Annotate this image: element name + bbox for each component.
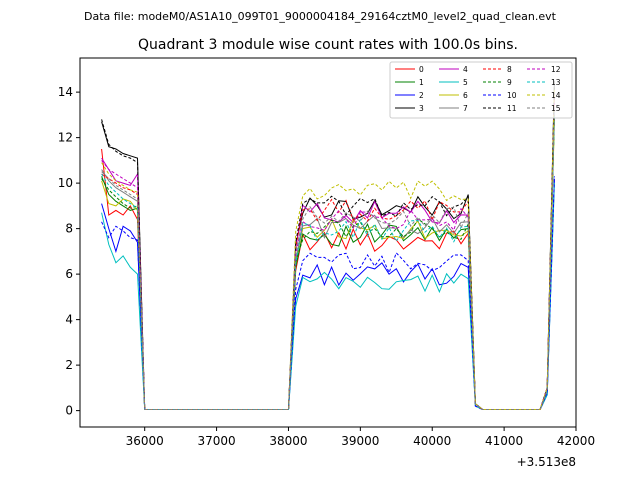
series-line-1 bbox=[101, 114, 555, 410]
x-offset-label: +3.513e8 bbox=[517, 455, 576, 469]
x-tick-label: 42000 bbox=[557, 434, 595, 448]
legend-label-4: 4 bbox=[463, 65, 468, 74]
x-tick-label: 36000 bbox=[126, 434, 164, 448]
legend-frame bbox=[389, 61, 573, 119]
series-line-4 bbox=[101, 96, 555, 410]
chart-suptitle: Data file: modeM0/AS1A10_099T01_90000041… bbox=[84, 10, 557, 23]
legend-label-13: 13 bbox=[551, 78, 561, 87]
series-line-6 bbox=[101, 119, 555, 410]
series-line-5 bbox=[101, 183, 555, 410]
series-line-15 bbox=[101, 105, 555, 410]
y-tick-label: 2 bbox=[65, 358, 73, 372]
y-tick-label: 8 bbox=[65, 222, 73, 236]
y-tick-label: 12 bbox=[58, 131, 73, 145]
x-tick-label: 39000 bbox=[341, 434, 379, 448]
series-line-9 bbox=[101, 114, 555, 410]
series-line-8 bbox=[101, 92, 555, 410]
legend-label-1: 1 bbox=[419, 78, 424, 87]
series-line-2 bbox=[101, 178, 555, 410]
legend-label-14: 14 bbox=[551, 91, 561, 100]
legend-label-5: 5 bbox=[463, 78, 468, 87]
legend-label-2: 2 bbox=[419, 91, 424, 100]
legend-label-3: 3 bbox=[419, 104, 424, 113]
legend-label-9: 9 bbox=[507, 78, 512, 87]
y-tick-label: 4 bbox=[65, 313, 73, 327]
y-tick-label: 6 bbox=[65, 267, 73, 281]
series-layer bbox=[101, 80, 555, 410]
legend-label-15: 15 bbox=[551, 104, 561, 113]
x-tick-label: 41000 bbox=[485, 434, 523, 448]
x-tick-label: 37000 bbox=[197, 434, 235, 448]
y-tick-label: 0 bbox=[65, 404, 73, 418]
legend-label-8: 8 bbox=[507, 65, 512, 74]
series-line-12 bbox=[101, 101, 555, 410]
x-tick-label: 38000 bbox=[269, 434, 307, 448]
series-line-3 bbox=[101, 80, 555, 410]
series-line-0 bbox=[101, 103, 555, 410]
legend-label-12: 12 bbox=[551, 65, 561, 74]
x-tick-label: 40000 bbox=[413, 434, 451, 448]
series-line-14 bbox=[101, 87, 555, 410]
legend-label-6: 6 bbox=[463, 91, 468, 100]
axis-layer: 36000 37000 38000 39000 40000 41000 42000 0 2 4 6 8… bbox=[58, 85, 595, 448]
series-line-13 bbox=[101, 112, 555, 410]
series-line-10 bbox=[101, 176, 555, 410]
plot-frame bbox=[79, 57, 577, 428]
y-tick-label: 14 bbox=[58, 85, 73, 99]
legend-label-7: 7 bbox=[463, 104, 468, 113]
chart-title: Quadrant 3 module wise count rates with … bbox=[138, 37, 518, 53]
legend-label-0: 0 bbox=[419, 65, 424, 74]
y-tick-label: 10 bbox=[58, 176, 73, 190]
series-line-11 bbox=[101, 85, 555, 410]
legend-label-11: 11 bbox=[507, 104, 517, 113]
legend-label-10: 10 bbox=[507, 91, 517, 100]
